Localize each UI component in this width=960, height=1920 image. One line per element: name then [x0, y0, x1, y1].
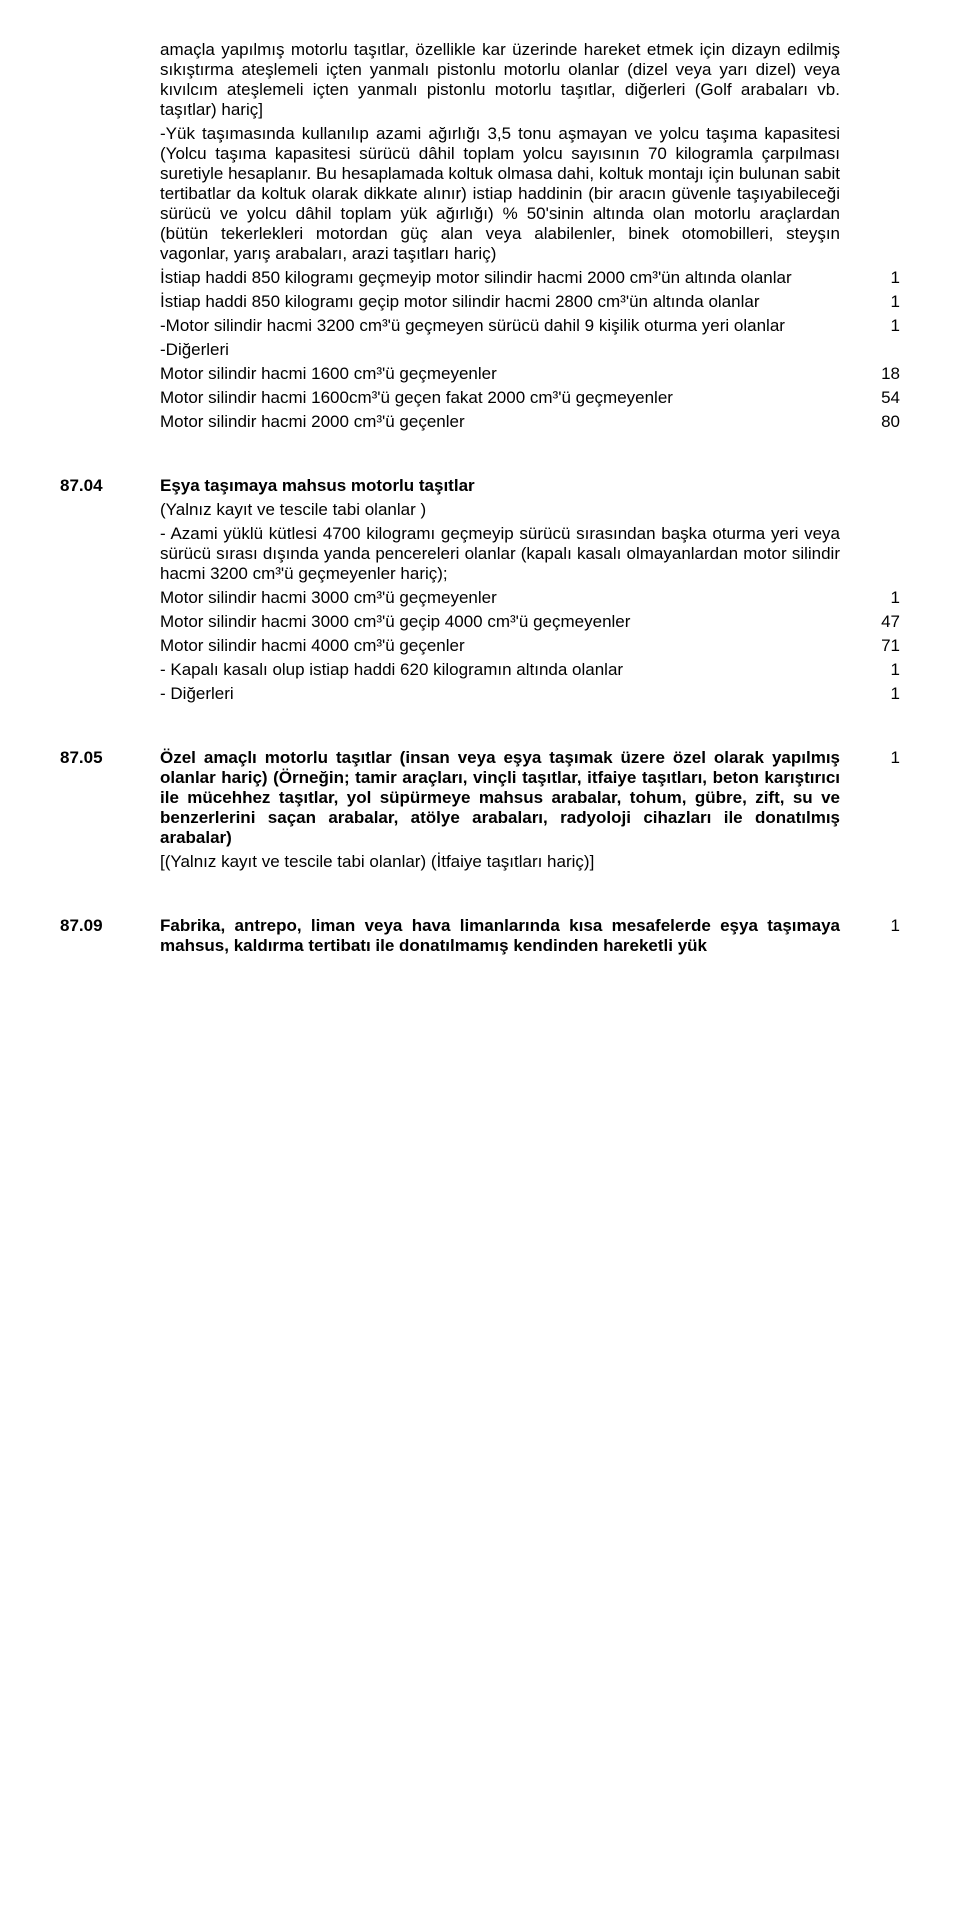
code-87-05: 87.05: [60, 748, 140, 848]
value-12: 1: [860, 588, 900, 608]
para-11: - Azami yüklü kütlesi 4700 kilogramı geç…: [160, 524, 840, 584]
para-6: -Diğerleri: [160, 340, 840, 360]
para-17: [(Yalnız kayıt ve tescile tabi olanlar) …: [160, 852, 840, 872]
para-10: (Yalnız kayıt ve tescile tabi olanlar ): [160, 500, 840, 520]
value-8: 54: [860, 388, 900, 408]
para-8: Motor silindir hacmi 1600cm³'ü geçen fak…: [160, 388, 840, 408]
heading-87-05: Özel amaçlı motorlu taşıtlar (insan veya…: [160, 748, 840, 848]
heading-87-04: Eşya taşımaya mahsus motorlu taşıtlar: [160, 476, 840, 496]
para-12: Motor silindir hacmi 3000 cm³'ü geçmeyen…: [160, 588, 840, 608]
value-16: 1: [860, 684, 900, 704]
para-4: İstiap haddi 850 kilogramı geçip motor s…: [160, 292, 840, 312]
value-5: 1: [860, 316, 900, 336]
para-13: Motor silindir hacmi 3000 cm³'ü geçip 40…: [160, 612, 840, 632]
value-15: 1: [860, 660, 900, 680]
para-3: İstiap haddi 850 kilogramı geçmeyip moto…: [160, 268, 840, 288]
value-3: 1: [860, 268, 900, 288]
para-15: - Kapalı kasalı olup istiap haddi 620 ki…: [160, 660, 840, 680]
para-9: Motor silindir hacmi 2000 cm³'ü geçenler: [160, 412, 840, 432]
value-13: 47: [860, 612, 900, 632]
value-87-09: 1: [860, 916, 900, 956]
para-5: -Motor silindir hacmi 3200 cm³'ü geçmeye…: [160, 316, 840, 336]
para-7: Motor silindir hacmi 1600 cm³'ü geçmeyen…: [160, 364, 840, 384]
value-9: 80: [860, 412, 900, 432]
para-2: -Yük taşımasında kullanılıp azami ağırlı…: [160, 124, 840, 264]
para-14: Motor silindir hacmi 4000 cm³'ü geçenler: [160, 636, 840, 656]
value-14: 71: [860, 636, 900, 656]
para-1: amaçla yapılmış motorlu taşıtlar, özelli…: [160, 40, 840, 120]
heading-87-09: Fabrika, antrepo, liman veya hava limanl…: [160, 916, 840, 956]
code-87-04: 87.04: [60, 476, 140, 496]
value-87-05: 1: [860, 748, 900, 848]
code-87-09: 87.09: [60, 916, 140, 956]
value-7: 18: [860, 364, 900, 384]
para-16: - Diğerleri: [160, 684, 840, 704]
value-4: 1: [860, 292, 900, 312]
